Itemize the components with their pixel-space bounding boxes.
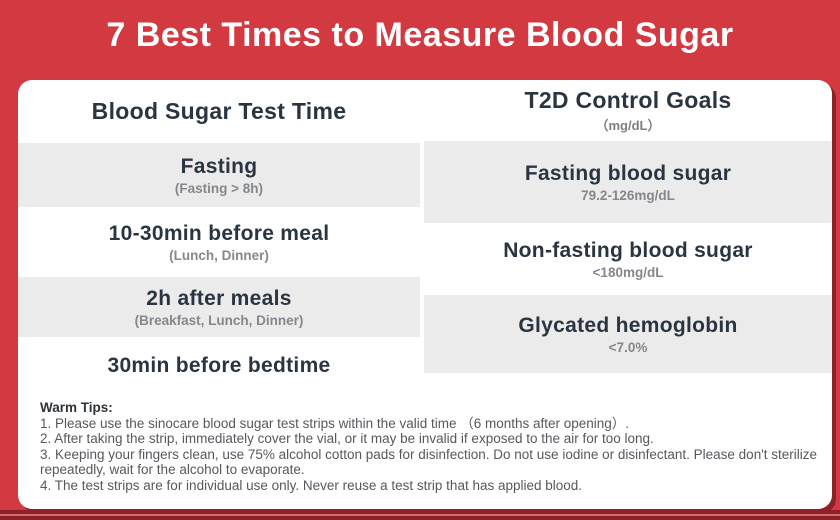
warm-tips-section: Warm Tips: 1. Please use the sinocare bl… (40, 400, 822, 494)
warm-tips-heading: Warm Tips: (40, 400, 113, 415)
bottom-accent-band (0, 510, 840, 520)
test-time-column: Blood Sugar Test Time Fasting (Fasting >… (18, 80, 420, 395)
row-sub-label: (Lunch, Dinner) (169, 247, 269, 263)
row-sub-label: (Fasting > 8h) (174, 180, 264, 196)
row-main-label: 10-30min before meal (108, 221, 330, 245)
tip-item: 1. Please use the sinocare blood sugar t… (40, 415, 630, 431)
row-main-label: Non-fasting blood sugar (503, 238, 753, 262)
row-main-label: 30min before bedtime (107, 354, 331, 377)
content-card: Blood Sugar Test Time Fasting (Fasting >… (18, 80, 832, 509)
tip-item: 4. The test strips are for individual us… (40, 477, 583, 493)
test-time-header-label: Blood Sugar Test Time (91, 98, 347, 124)
table-row: 10-30min before meal (Lunch, Dinner) (18, 207, 420, 277)
row-main-label: Fasting (180, 154, 258, 178)
row-sub-label: 79.2-126mg/dL (581, 187, 675, 203)
control-goals-column-header: T2D Control Goals （mg/dL） (424, 80, 832, 141)
table-row: Fasting blood sugar 79.2-126mg/dL (424, 141, 832, 223)
control-goals-header-unit: （mg/dL） (595, 118, 661, 133)
table-row: Glycated hemoglobin <7.0% (424, 295, 832, 373)
tip-item: 3. Keeping your fingers clean, use 75% a… (40, 446, 818, 478)
test-time-column-header: Blood Sugar Test Time (18, 80, 420, 143)
table-row: 2h after meals (Breakfast, Lunch, Dinner… (18, 277, 420, 337)
row-sub-label: <7.0% (608, 339, 648, 355)
row-main-label: Glycated hemoglobin (518, 313, 738, 337)
control-goals-header-label: T2D Control Goals (524, 87, 732, 113)
control-goals-column: T2D Control Goals （mg/dL） Fasting blood … (424, 80, 832, 373)
row-sub-label: <180mg/dL (592, 264, 664, 280)
row-main-label: 2h after meals (146, 286, 292, 310)
table-row: 30min before bedtime (18, 337, 420, 395)
row-sub-label: (Breakfast, Lunch, Dinner) (134, 312, 304, 328)
table-row: Fasting (Fasting > 8h) (18, 143, 420, 207)
infographic-title: 7 Best Times to Measure Blood Sugar (106, 16, 734, 54)
table-row: Non-fasting blood sugar <180mg/dL (424, 223, 832, 295)
tip-item: 2. After taking the strip, immediately c… (40, 431, 654, 447)
row-main-label: Fasting blood sugar (524, 161, 732, 185)
